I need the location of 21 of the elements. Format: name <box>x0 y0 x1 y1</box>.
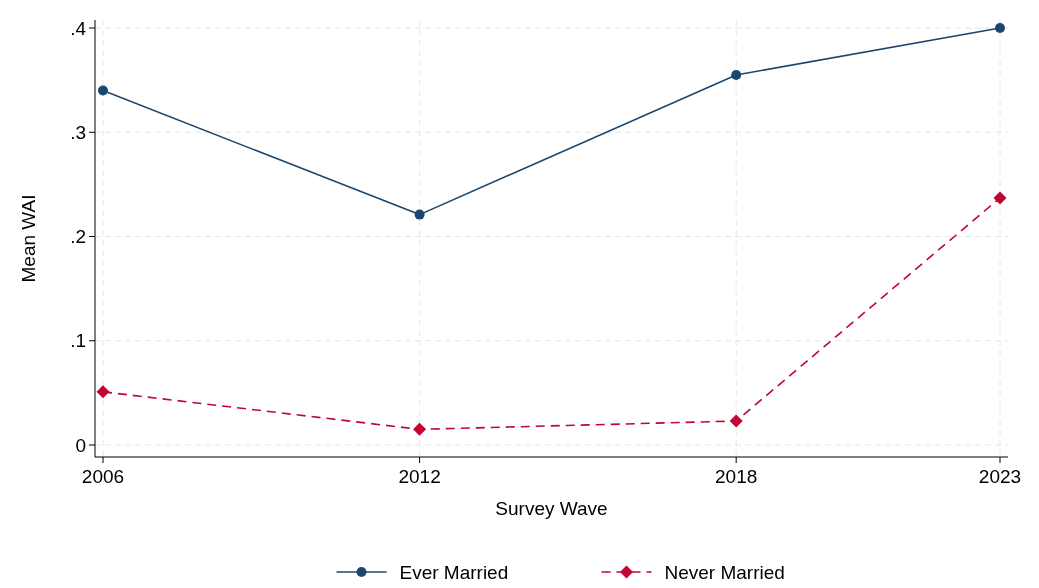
point <box>731 69 742 80</box>
x-tick-label: 2018 <box>715 466 758 487</box>
point <box>729 414 743 428</box>
x-tick-label: 2006 <box>81 466 125 487</box>
y-tick-label: .4 <box>70 17 87 39</box>
point <box>98 85 108 96</box>
point <box>993 191 1007 205</box>
x-tick-label: 2012 <box>398 466 441 487</box>
y-tick-label: .3 <box>70 121 86 143</box>
y-axis-title: Mean WAI <box>18 194 39 283</box>
point <box>414 209 425 220</box>
y-tick-label: 0 <box>75 434 86 456</box>
legend-label: Never Married <box>664 561 785 583</box>
x-tick-label: 2023 <box>978 466 1022 487</box>
y-tick-label: .2 <box>70 226 86 248</box>
point <box>995 23 1005 33</box>
point <box>96 385 110 399</box>
point <box>413 422 427 436</box>
x-axis-title: Survey Wave <box>495 498 608 519</box>
y-tick-label: .1 <box>70 330 86 352</box>
legend-label: Ever Married <box>399 561 509 583</box>
